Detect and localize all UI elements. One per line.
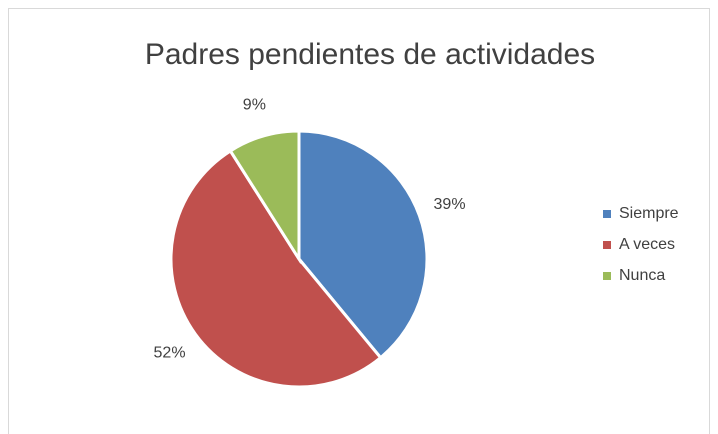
legend-swatch xyxy=(603,272,611,280)
pie-slice xyxy=(169,148,383,389)
legend-label: Siempre xyxy=(619,205,679,222)
legend-label: Nunca xyxy=(619,267,665,284)
pie-slice xyxy=(297,129,429,360)
data-label: 9% xyxy=(243,97,266,114)
legend-swatch xyxy=(603,241,611,249)
legend-swatch xyxy=(603,210,611,218)
chart-title: Padres pendientes de actividades xyxy=(145,38,595,71)
pie-slice xyxy=(228,129,301,265)
data-label: 52% xyxy=(154,344,186,361)
data-label: 39% xyxy=(434,196,466,213)
legend-label: A veces xyxy=(619,236,675,253)
